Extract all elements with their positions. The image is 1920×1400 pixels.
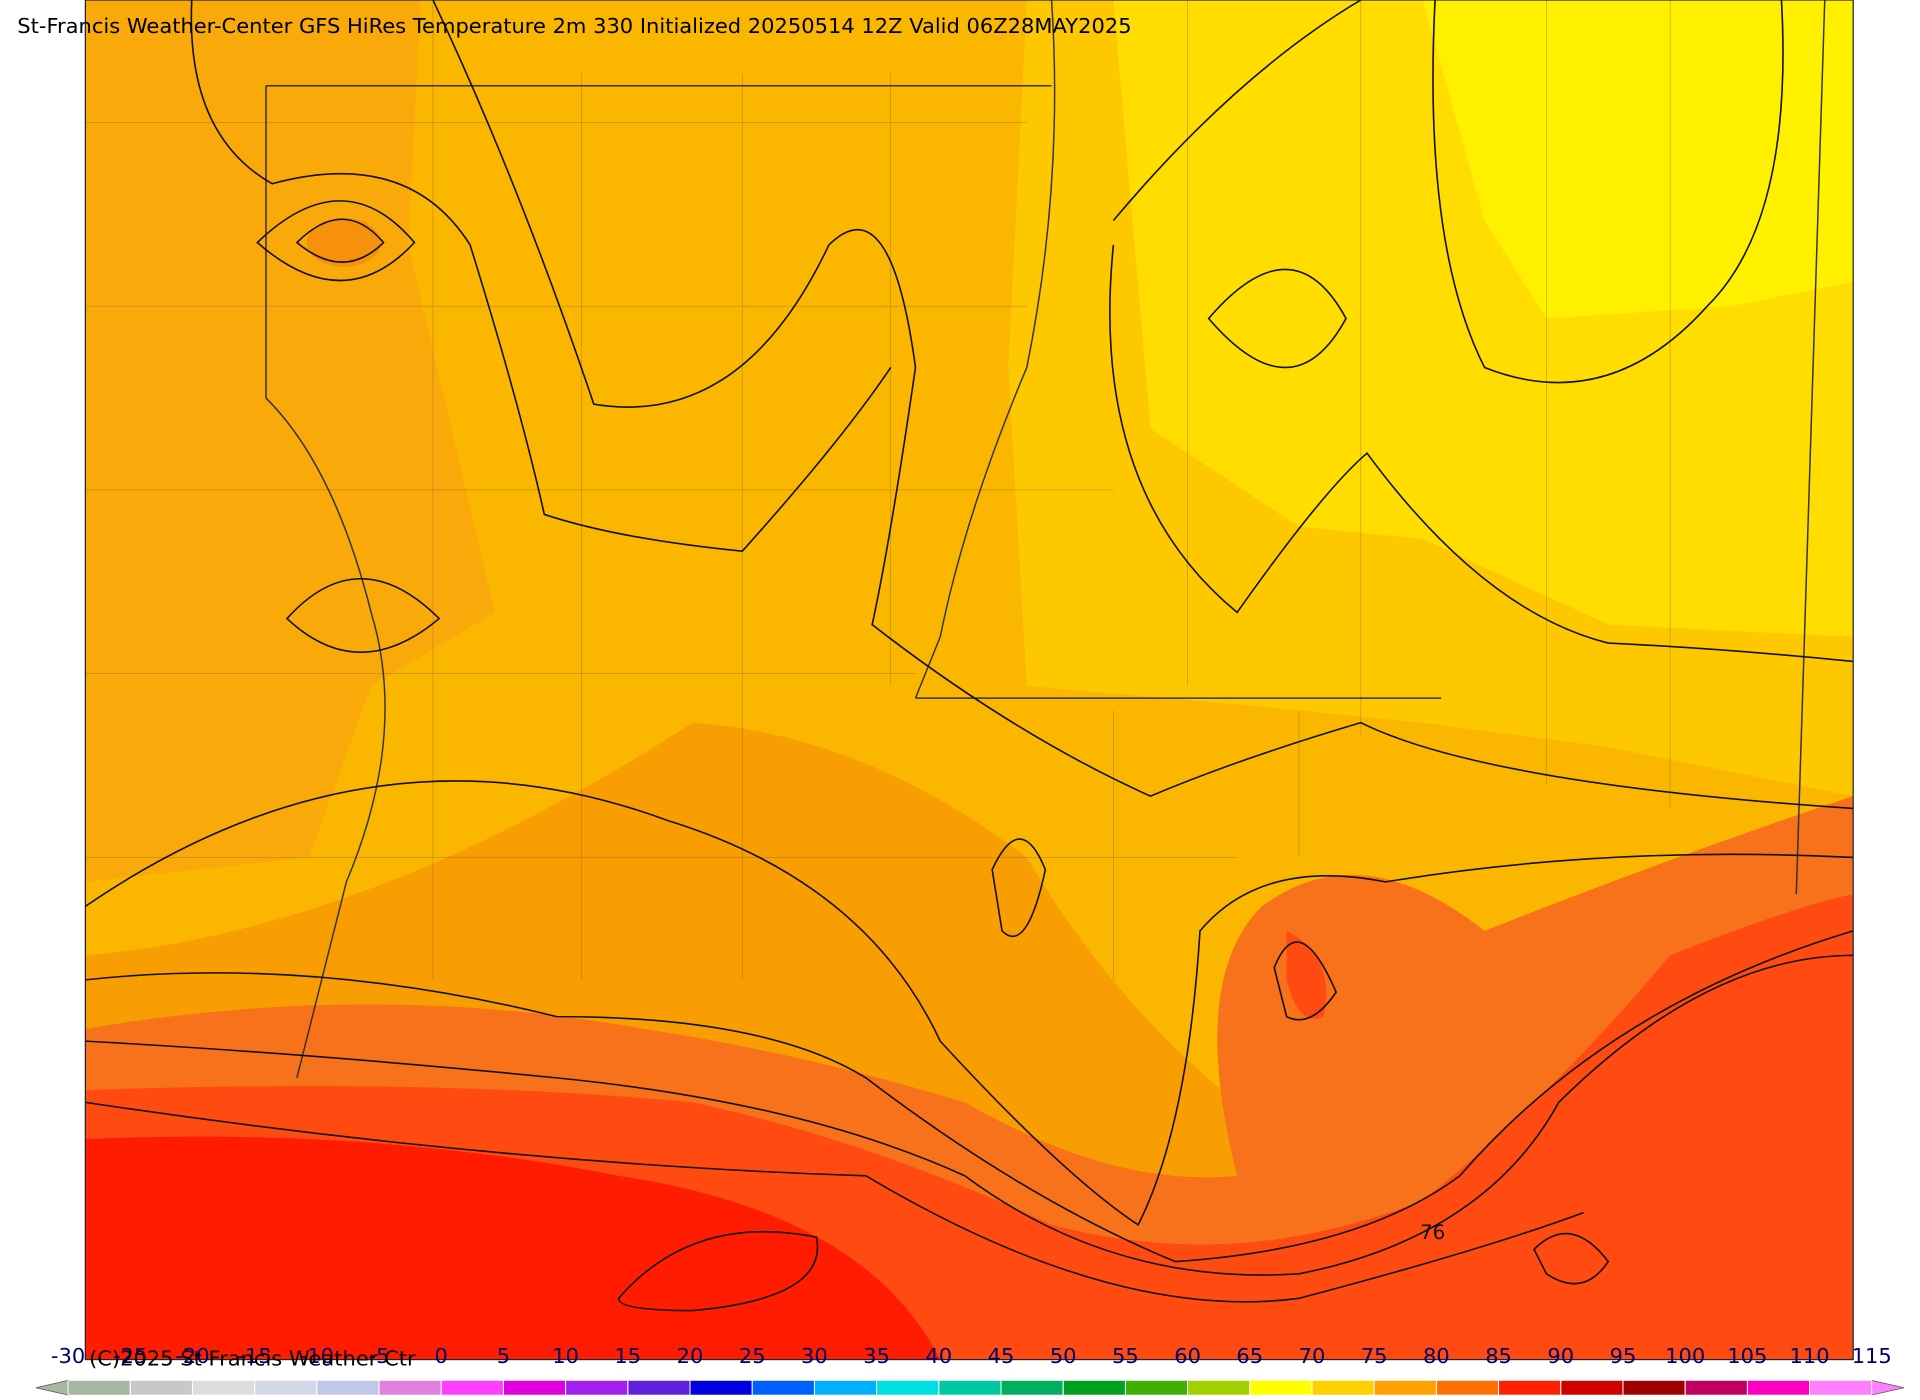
- colorbar-bin: [1498, 1380, 1562, 1396]
- map-title: St-Francis Weather-Center GFS HiRes Temp…: [17, 14, 1131, 38]
- contour-label: 76: [1420, 1221, 1445, 1244]
- colorbar-bin: [1809, 1380, 1873, 1396]
- isotherm: [1207, 268, 1347, 369]
- colorbar-bin: [316, 1380, 380, 1396]
- colorbar-tick-label: -20: [175, 1344, 209, 1368]
- colorbar-bin: [1373, 1380, 1437, 1396]
- temperature-field: [1286, 930, 1327, 1020]
- isotherm: [256, 200, 416, 282]
- colorbar-tick-label: 110: [1790, 1344, 1830, 1368]
- colorbar-bin: [1000, 1380, 1064, 1396]
- colorbar-tick-label: 80: [1423, 1344, 1450, 1368]
- colorbar-bin: [814, 1380, 877, 1396]
- colorbar-bin: [378, 1380, 442, 1396]
- colorbar-tick-label: 95: [1610, 1344, 1637, 1368]
- colorbar-tick-label: 25: [739, 1344, 766, 1368]
- county-lines: [85, 0, 1671, 980]
- colorbar-bin: [503, 1380, 566, 1396]
- colorbar-bin: [1622, 1380, 1686, 1396]
- colorbar-bin: [627, 1380, 691, 1396]
- colorbar-bin: [440, 1380, 504, 1396]
- colorbar-bin: [129, 1380, 193, 1396]
- colorbar-tick-label: 115: [1852, 1344, 1892, 1368]
- colorbar-bin: [192, 1380, 256, 1396]
- isotherm: [617, 1230, 819, 1312]
- isotherm: [285, 578, 441, 654]
- isotherm: [1273, 941, 1337, 1021]
- colorbar: -30 -25 -20 -15 -10 -5 0 5 10 15 20 25 30 35 40 45 50 55 6…: [35, 1344, 1905, 1396]
- map: 76: [84, 0, 1854, 1361]
- isotherm: [84, 780, 1854, 1227]
- colorbar-tick-label: 15: [614, 1344, 641, 1368]
- isotherm: [85, 954, 1854, 1276]
- copyright: (C)2025 St Francis Weather Ctr: [89, 1347, 416, 1371]
- temperature-field: [306, 218, 382, 268]
- colorbar-tick-label: -10: [300, 1344, 334, 1368]
- colorbar-tick-label: 105: [1727, 1344, 1767, 1368]
- colorbar-bin: [689, 1380, 753, 1396]
- colorbar-bin: [565, 1380, 629, 1396]
- colorbar-bin: [67, 1380, 131, 1396]
- colorbar-tick-label: -25: [113, 1344, 147, 1368]
- isotherm: [85, 930, 1854, 1263]
- colorbar-bin: [1746, 1380, 1810, 1396]
- isotherm: [991, 838, 1047, 937]
- colorbar-tick-label: 90: [1547, 1344, 1574, 1368]
- colorbar-bin: [1125, 1380, 1188, 1396]
- colorbar-tick-label: 40: [925, 1344, 952, 1368]
- colorbar-tick-label: 35: [863, 1344, 890, 1368]
- colorbar-tick-label: -15: [237, 1344, 271, 1368]
- colorbar-tick-label: 75: [1361, 1344, 1388, 1368]
- colorbar-tick-label: -30: [51, 1344, 85, 1368]
- colorbar-tick-label: 50: [1050, 1344, 1077, 1368]
- colorbar-tick-label: 0: [435, 1344, 448, 1368]
- colorbar-tick-label: 10: [552, 1344, 579, 1368]
- colorbar-bin: [1249, 1380, 1313, 1396]
- colorbar-bin: [938, 1380, 1002, 1396]
- colorbar-tick-label: 5: [497, 1344, 510, 1368]
- state-borders: [265, 397, 386, 1079]
- colorbar-tick-label: 60: [1174, 1344, 1201, 1368]
- map-frame: [84, 0, 1854, 1361]
- colorbar-bin: [1187, 1380, 1251, 1396]
- isotherm: [1533, 1232, 1610, 1285]
- colorbar-bin: [876, 1380, 940, 1396]
- isotherm: [1432, 0, 1784, 384]
- state-borders: [265, 0, 1826, 895]
- colorbar-tick-label: 85: [1485, 1344, 1512, 1368]
- colorbar-bin: [1311, 1380, 1375, 1396]
- temperature-field: [85, 1136, 941, 1360]
- colorbar-bin: [1436, 1380, 1499, 1396]
- colorbar-bin: [1684, 1380, 1748, 1396]
- colorbar-tick-label: -5: [369, 1344, 390, 1368]
- isotherm: [432, 0, 1854, 810]
- colorbar-tick-label: 65: [1236, 1344, 1263, 1368]
- colorbar-tick-label: 45: [988, 1344, 1015, 1368]
- colorbar-tick-label: 30: [801, 1344, 828, 1368]
- colorbar-tick-label: 100: [1665, 1344, 1705, 1368]
- temperature-field: [1422, 0, 1854, 319]
- colorbar-bin: [1560, 1380, 1624, 1396]
- colorbar-tick-label: 55: [1112, 1344, 1139, 1368]
- isotherm: [295, 218, 385, 263]
- isotherm: [85, 1101, 1584, 1303]
- colorbar-tick-label: 20: [677, 1344, 704, 1368]
- colorbar-bin: [1062, 1380, 1126, 1396]
- colorbar-bin: [254, 1380, 318, 1396]
- colorbar-bin: [751, 1380, 815, 1396]
- colorbar-tick-label: 70: [1299, 1344, 1326, 1368]
- isotherm: [190, 0, 892, 553]
- isotherm: [1109, 0, 1854, 663]
